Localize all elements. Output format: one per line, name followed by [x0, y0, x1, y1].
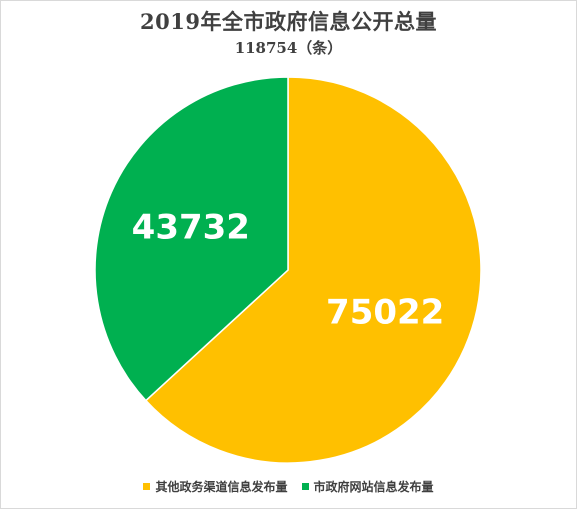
pie-slice-gov-website: [94, 76, 289, 402]
pie-slice-other-channels: [144, 76, 482, 464]
chart-title: 2019年全市政府信息公开总量: [140, 9, 437, 34]
legend-swatch-other-channels: [143, 483, 151, 490]
legend-item-gov-website: 市政府网站信息发布量: [301, 478, 434, 495]
legend-item-other-channels: 其他政务渠道信息发布量: [143, 478, 288, 495]
data-label-gov-website: 43732: [132, 207, 250, 247]
legend-label-gov-website: 市政府网站信息发布量: [313, 480, 434, 494]
legend-label-other-channels: 其他政务渠道信息发布量: [155, 480, 288, 494]
legend: 其他政务渠道信息发布量 市政府网站信息发布量: [0, 478, 577, 495]
chart-subtitle: 118754（条）: [234, 39, 343, 57]
data-label-other-channels: 75022: [326, 293, 444, 333]
legend-swatch-gov-website: [301, 483, 309, 490]
